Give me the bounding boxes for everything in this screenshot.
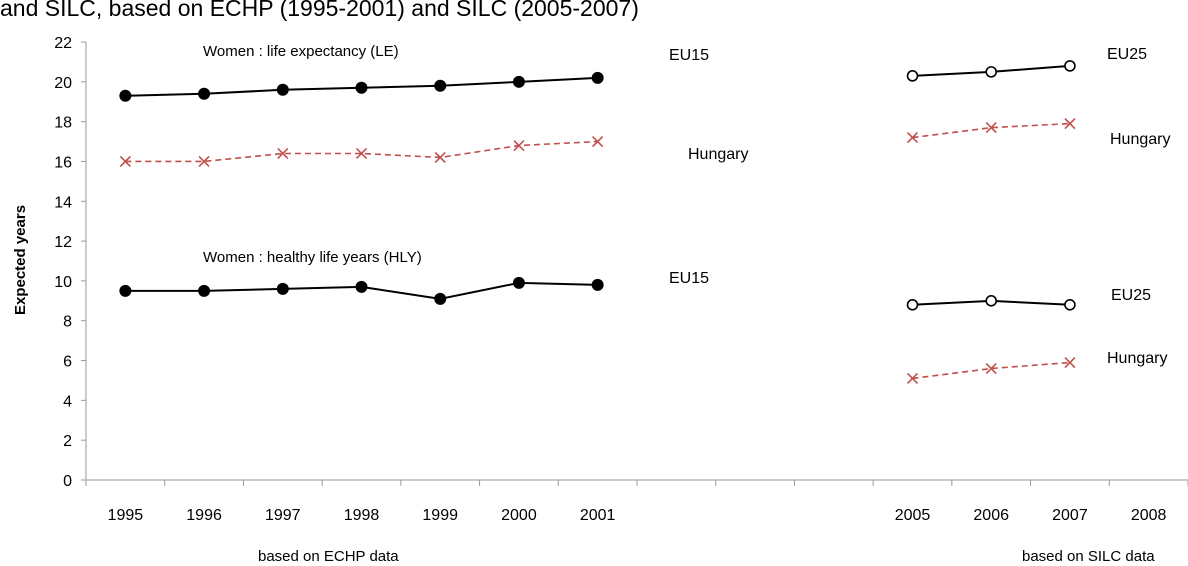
data-point <box>434 79 447 92</box>
x-tick-label: 1999 <box>422 507 458 524</box>
label-hly-hungary: Hungary <box>1107 350 1167 367</box>
source-note-echp: based on ECHP data <box>258 548 399 565</box>
data-point <box>276 282 289 295</box>
y-tick-label: 16 <box>54 154 72 171</box>
data-point <box>355 147 368 160</box>
data-point <box>276 83 289 96</box>
data-point <box>985 295 998 307</box>
y-tick-label: 20 <box>54 75 72 92</box>
label-le-eu25: EU25 <box>1107 46 1147 63</box>
y-tick-label: 0 <box>63 473 72 490</box>
y-tick-label: 22 <box>54 35 72 52</box>
x-tick-label: 1996 <box>186 507 222 524</box>
data-point <box>277 147 289 160</box>
data-point <box>198 155 210 168</box>
data-point <box>1064 356 1076 369</box>
source-note-silc: based on SILC data <box>1022 548 1155 565</box>
data-point <box>434 292 447 305</box>
x-tick-label: 1997 <box>265 507 301 524</box>
data-point <box>985 122 997 134</box>
data-point <box>591 278 604 291</box>
data-point <box>591 71 604 84</box>
data-point <box>513 139 525 152</box>
series-line-hly-hungary <box>912 361 1070 380</box>
data-point <box>906 372 919 385</box>
y-tick-label: 14 <box>54 194 72 211</box>
y-tick-label: 6 <box>63 354 72 371</box>
series-labels: Women : life expectancy (LE) Women : hea… <box>203 43 1170 565</box>
data-point <box>119 89 132 102</box>
x-tick-label: 1995 <box>108 507 144 524</box>
data-point <box>906 298 919 311</box>
x-tick-label: 2007 <box>1052 507 1088 524</box>
data-point <box>119 155 131 168</box>
y-tick-label: 10 <box>54 274 72 291</box>
annotation-hly: Women : healthy life years (HLY) <box>203 249 422 266</box>
data-point <box>985 66 998 78</box>
series-group <box>119 60 1076 385</box>
data-point <box>119 284 132 297</box>
label-hly-eu25: EU25 <box>1111 287 1151 304</box>
data-point <box>906 70 919 82</box>
y-tick-label: 4 <box>63 393 72 410</box>
chart-title: and SILC, based on ECHP (1995-2001) and … <box>0 0 639 21</box>
label-le-hungary-left: Hungary <box>688 146 748 163</box>
y-tick-label: 8 <box>63 314 72 331</box>
label-le-hungary-right: Hungary <box>1110 131 1170 148</box>
x-tick-label: 2000 <box>501 507 537 524</box>
data-point <box>906 131 919 144</box>
x-tick-label: 2005 <box>895 507 931 524</box>
data-point <box>355 280 368 293</box>
x-tick-label: 2001 <box>580 507 616 524</box>
x-tick-label: 2006 <box>973 507 1009 524</box>
data-point <box>355 81 368 94</box>
y-tick-label: 18 <box>54 115 72 132</box>
y-tick-label: 2 <box>63 433 72 450</box>
data-point <box>1064 118 1076 130</box>
x-tick-label: 2008 <box>1131 507 1167 524</box>
data-point <box>1064 60 1076 72</box>
y-tick-label: 12 <box>54 234 72 251</box>
x-tick-label: 1998 <box>344 507 380 524</box>
data-point <box>512 276 525 289</box>
series-line-le-hungary <box>125 140 598 163</box>
data-point <box>592 135 604 148</box>
series-line-le-hungary <box>912 122 1070 139</box>
data-point <box>1064 298 1076 311</box>
annotation-le: Women : life expectancy (LE) <box>203 43 399 60</box>
data-point <box>434 151 446 164</box>
x-ticks: 1995 1996 1997 1998 1999 2000 2001 2005 2006 2007… <box>85 480 1188 524</box>
data-point <box>198 284 211 297</box>
data-point <box>198 87 211 100</box>
data-point <box>512 75 525 88</box>
y-ticks: 0 2 4 6 8 10 12 14 16 18 20 22 <box>54 35 86 490</box>
label-le-eu15: EU15 <box>669 47 709 64</box>
y-axis-label: Expected years <box>12 205 29 315</box>
data-point <box>985 362 997 375</box>
label-hly-eu15: EU15 <box>669 270 709 287</box>
